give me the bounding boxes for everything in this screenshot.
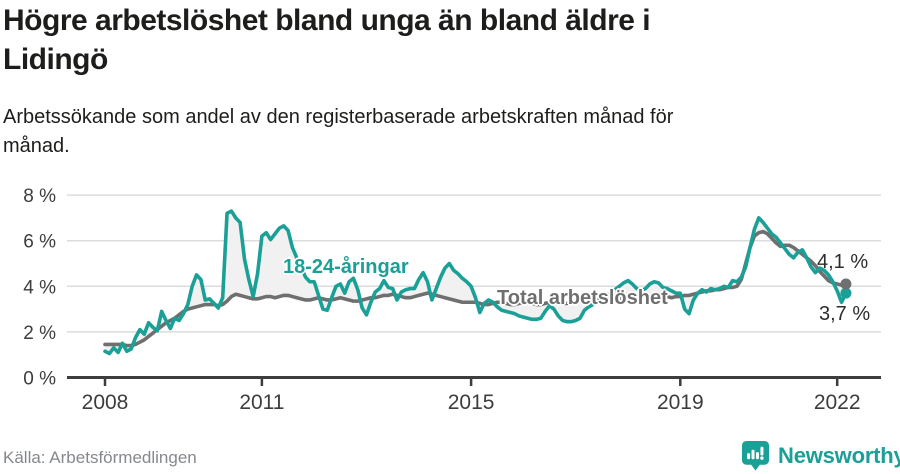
subtitle-line-2: månad. <box>3 135 70 157</box>
end-value-label-youth: 3,7 % <box>819 303 871 325</box>
newsworthy-wordmark: Newsworthy <box>778 443 900 468</box>
y-tick-label-8pct: 8 % <box>23 186 56 207</box>
title-line-1: Högre arbetslöshet bland unga än bland ä… <box>3 4 651 37</box>
y-tick-label-2pct: 2 % <box>23 323 56 344</box>
newsworthy-bars-speech-bubble-icon <box>741 441 770 471</box>
chart-subtitle: Arbetssökande som andel av den registerb… <box>3 103 673 161</box>
y-tick-label-0pct: 0 % <box>23 369 56 390</box>
newsworthy-logo[interactable]: Newsworthy <box>741 440 900 472</box>
y-tick-label-4pct: 4 % <box>23 277 56 298</box>
series-band <box>105 211 846 354</box>
x-tick-label-2015: 2015 <box>448 391 495 414</box>
series-line-youth <box>103 209 848 356</box>
series-label-total: Total arbetslöshet <box>497 287 668 309</box>
end-value-label-total: 4,1 % <box>817 251 869 273</box>
page-title: Högre arbetslöshet bland unga än bland ä… <box>3 1 651 79</box>
series-label-youth: 18-24-åringar <box>283 256 409 278</box>
y-tick-label-6pct: 6 % <box>23 232 56 253</box>
subtitle-line-1: Arbetssökande som andel av den registerb… <box>3 106 674 128</box>
x-tick-label-2008: 2008 <box>82 391 129 414</box>
series-line-total <box>103 229 848 348</box>
source-credit: Källa: Arbetsförmedlingen <box>3 448 197 467</box>
x-tick-label-2019: 2019 <box>657 391 704 414</box>
end-dot-total <box>840 278 852 290</box>
end-dot-youth <box>840 287 852 299</box>
x-tick-label-2011: 2011 <box>239 391 284 414</box>
title-line-2: Lidingö <box>3 43 108 76</box>
x-tick-label-2022: 2022 <box>814 391 861 414</box>
